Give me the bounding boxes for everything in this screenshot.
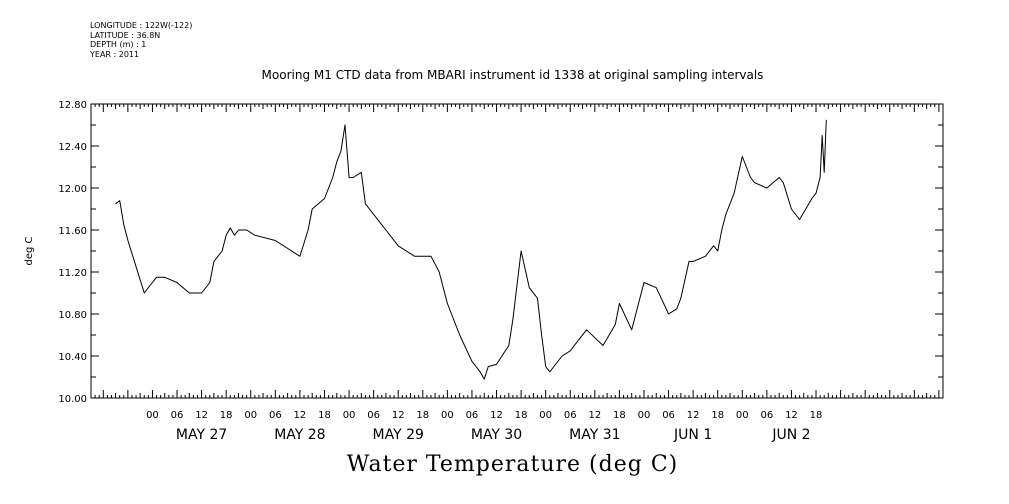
- x-tick-label: 18: [810, 410, 823, 421]
- x-axis-title: Water Temperature (deg C): [346, 452, 679, 477]
- x-tick-label: 18: [711, 410, 724, 421]
- latitude-text: LATITUDE : 36.8N: [90, 30, 161, 40]
- day-label: JUN 2: [771, 427, 810, 443]
- y-tick-label: 12.80: [58, 100, 87, 111]
- x-tick-label: 12: [588, 410, 601, 421]
- x-tick-label: 06: [760, 410, 773, 421]
- x-tick-label: 12: [687, 410, 700, 421]
- x-tick-label: 06: [662, 410, 675, 421]
- y-tick-label: 12.00: [58, 184, 87, 195]
- x-tick-label: 00: [244, 410, 257, 421]
- x-tick-label: 06: [466, 410, 479, 421]
- x-tick-label: 06: [171, 410, 184, 421]
- year-text: YEAR : 2011: [90, 49, 140, 59]
- x-tick-label: 12: [392, 410, 405, 421]
- x-tick-label: 12: [195, 410, 208, 421]
- y-tick-label: 10.40: [58, 352, 87, 363]
- day-label: MAY 31: [569, 427, 620, 443]
- day-label: MAY 29: [373, 427, 424, 443]
- longitude-text: LONGITUDE : 122W(-122): [90, 21, 193, 30]
- x-tick-label: 06: [564, 410, 577, 421]
- x-tick-label: 00: [146, 410, 159, 421]
- chart-title: Mooring M1 CTD data from MBARI instrumen…: [261, 68, 764, 82]
- y-tick-label: 10.80: [58, 310, 87, 321]
- x-tick-label: 18: [613, 410, 626, 421]
- day-label: MAY 27: [176, 427, 227, 443]
- x-tick-label: 18: [220, 410, 233, 421]
- metadata-block: LONGITUDE : 122W(-122) LATITUDE : 36.8N …: [90, 21, 192, 59]
- x-tick-label: 12: [294, 410, 307, 421]
- x-tick-label: 18: [515, 410, 528, 421]
- plot-frame: [90, 103, 944, 399]
- x-tick-label: 12: [785, 410, 798, 421]
- y-tick-label: 10.00: [58, 394, 87, 405]
- x-tick-label: 00: [736, 410, 749, 421]
- x-tick-label: 00: [441, 410, 454, 421]
- x-tick-label: 06: [367, 410, 380, 421]
- x-tick-label: 06: [269, 410, 282, 421]
- y-tick-label: 12.40: [58, 142, 87, 153]
- day-label: JUN 1: [673, 427, 712, 443]
- temperature-series-line: [115, 119, 827, 380]
- x-tick-label: 00: [539, 410, 552, 421]
- x-tick-label: 00: [343, 410, 356, 421]
- depth-text: DEPTH (m) : 1: [90, 40, 147, 49]
- x-tick-label: 00: [638, 410, 651, 421]
- x-tick-label: 18: [416, 410, 429, 421]
- x-tick-label: 18: [318, 410, 331, 421]
- y-tick-label: 11.20: [58, 268, 87, 279]
- day-label: MAY 28: [274, 427, 325, 443]
- y-tick-label: 11.60: [58, 226, 87, 237]
- day-label: MAY 30: [471, 427, 522, 443]
- x-tick-label: 12: [490, 410, 503, 421]
- y-axis-label: deg C: [24, 236, 35, 265]
